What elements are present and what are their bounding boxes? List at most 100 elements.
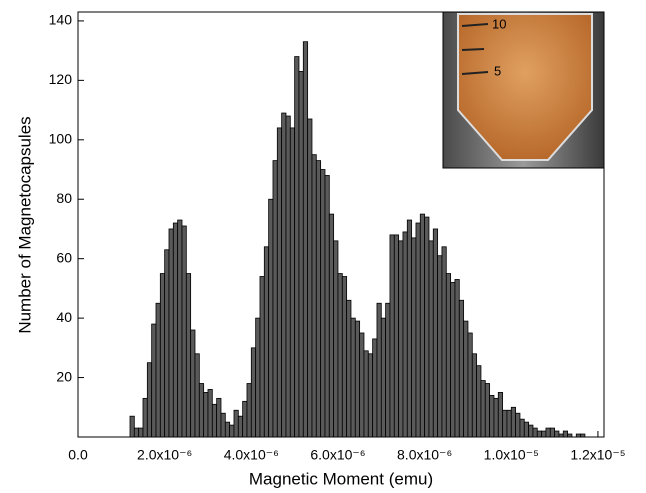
bar: [298, 71, 304, 438]
bar: [255, 317, 261, 438]
inset-photo: 10 5: [442, 11, 605, 169]
bar: [324, 175, 330, 438]
bar: [289, 127, 296, 438]
bar: [376, 302, 382, 438]
bar: [380, 317, 387, 438]
bar: [515, 412, 521, 438]
bar: [463, 320, 469, 438]
x-tick-label: 4.0x10⁻⁶: [224, 447, 279, 463]
y-tick-label: 40: [56, 309, 72, 325]
bar: [567, 433, 573, 438]
x-tick-label: 2.0x10⁻⁶: [137, 447, 192, 463]
bar: [272, 160, 278, 438]
bar: [129, 415, 135, 438]
bar: [172, 222, 179, 438]
bar: [519, 418, 525, 438]
bar: [359, 332, 365, 438]
bar: [302, 41, 309, 438]
bar: [484, 383, 491, 438]
bar: [385, 302, 391, 438]
bar: [333, 240, 339, 438]
bar: [177, 219, 183, 438]
bar: [155, 302, 161, 438]
bar: [164, 249, 170, 438]
bar: [190, 329, 196, 438]
bar: [242, 400, 248, 438]
bar: [337, 273, 343, 438]
bar: [350, 317, 356, 438]
bar: [549, 427, 556, 438]
x-tick-label: 1.2x10⁻⁵: [570, 447, 625, 463]
bar: [372, 338, 378, 438]
bar: [367, 353, 374, 438]
bar: [233, 409, 239, 438]
bar: [346, 299, 352, 438]
bar: [138, 427, 144, 438]
bar: [419, 213, 426, 438]
bar: [159, 273, 166, 438]
bar: [229, 424, 235, 438]
bar: [415, 222, 421, 438]
bar: [467, 332, 473, 438]
bar: [454, 279, 460, 438]
bar: [341, 276, 348, 438]
y-axis-title: Number of Magnetocapsules: [15, 116, 34, 333]
x-tick-label: 8.0x10⁻⁶: [397, 447, 452, 463]
bar: [458, 299, 465, 438]
bar: [211, 403, 218, 438]
bar: [133, 427, 140, 438]
bar: [198, 383, 205, 438]
bar: [437, 255, 443, 438]
y-tick-label: 100: [49, 131, 73, 147]
bar: [259, 276, 265, 438]
bar: [142, 397, 148, 438]
bar: [428, 240, 434, 438]
y-tick-label: 140: [49, 12, 73, 28]
bar: [151, 323, 157, 438]
bar: [510, 406, 517, 438]
bar: [406, 219, 413, 438]
x-tick-label: 0.0: [68, 447, 88, 463]
bar: [471, 353, 478, 438]
bar: [203, 392, 209, 438]
x-tick-label: 1.0x10⁻⁵: [484, 447, 539, 463]
bar: [558, 433, 564, 438]
bar: [207, 389, 213, 438]
bar: [354, 320, 361, 438]
bar: [476, 365, 482, 438]
bar: [307, 118, 313, 438]
bar: [536, 430, 543, 438]
bar: [424, 216, 430, 438]
bar: [185, 273, 192, 438]
inset-label: 10: [492, 16, 506, 31]
bar: [398, 240, 404, 438]
bar: [263, 246, 270, 438]
bar: [294, 56, 300, 438]
bar: [220, 412, 226, 438]
bar: [523, 421, 530, 438]
bar: [489, 394, 495, 438]
bar: [402, 231, 408, 438]
bar: [224, 421, 231, 438]
bar: [532, 427, 538, 438]
bar: [545, 427, 551, 438]
bar: [562, 430, 569, 438]
bar: [393, 234, 400, 438]
bar: [445, 273, 452, 438]
bar: [250, 347, 257, 438]
bar: [506, 409, 512, 438]
inset-label: 5: [494, 63, 501, 78]
y-tick-label: 120: [49, 71, 73, 87]
bar: [146, 362, 153, 438]
bar: [502, 409, 508, 438]
bar: [194, 353, 200, 438]
bar: [168, 228, 174, 438]
bar: [246, 383, 252, 438]
bar: [528, 424, 534, 438]
bar: [285, 115, 291, 438]
bar: [315, 160, 322, 438]
y-tick-label: 20: [56, 368, 72, 384]
bar: [441, 246, 447, 438]
bar: [320, 169, 326, 438]
